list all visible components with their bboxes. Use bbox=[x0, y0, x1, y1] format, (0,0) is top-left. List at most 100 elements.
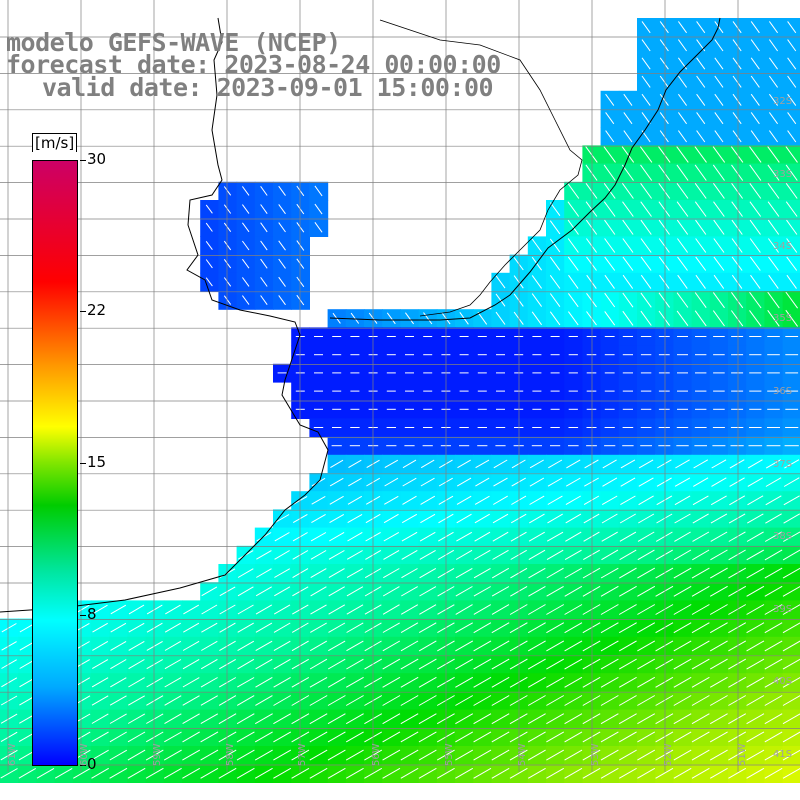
wind-arrow bbox=[658, 256, 670, 271]
wind-arrow bbox=[622, 292, 634, 308]
wind-arrow bbox=[254, 731, 273, 743]
wind-arrow bbox=[491, 731, 510, 743]
wind-arrow bbox=[127, 749, 146, 761]
wind-arrow bbox=[528, 531, 545, 542]
lat-lon-grid bbox=[0, 0, 800, 772]
colorbar-tick-label: 15 bbox=[87, 453, 107, 471]
wind-arrow bbox=[345, 695, 364, 706]
wind-arrow bbox=[549, 275, 561, 289]
wind-arrow bbox=[547, 513, 563, 524]
wind-arrow bbox=[382, 749, 401, 761]
wind-arrow bbox=[785, 309, 799, 327]
wind-arrow bbox=[785, 164, 798, 181]
wind-arrow bbox=[182, 677, 200, 688]
wind-arrow bbox=[600, 622, 619, 634]
wind-arrow bbox=[314, 185, 323, 197]
wind-arrow bbox=[260, 204, 268, 214]
wind-arrow bbox=[714, 112, 724, 125]
wind-arrow bbox=[402, 459, 417, 469]
wind-arrow bbox=[549, 238, 561, 253]
wind-arrow bbox=[768, 112, 779, 125]
wind-arrow bbox=[384, 459, 399, 469]
wind-arrow bbox=[564, 604, 583, 615]
wind-arrow bbox=[585, 238, 598, 253]
wind-arrow bbox=[714, 21, 724, 34]
wind-arrow bbox=[749, 183, 762, 199]
wind-arrow bbox=[529, 477, 545, 487]
wind-arrow bbox=[309, 731, 328, 743]
wind-arrow bbox=[219, 622, 236, 633]
wind-arrow bbox=[564, 676, 583, 688]
wind-arrow bbox=[547, 477, 563, 487]
wind-arrow bbox=[236, 767, 255, 779]
wind-arrow bbox=[455, 567, 473, 579]
wind-arrow bbox=[601, 549, 619, 561]
wind-arrow bbox=[223, 277, 232, 287]
wind-arrow bbox=[419, 567, 437, 579]
wind-arrow bbox=[567, 293, 579, 308]
wind-arrow bbox=[655, 585, 674, 597]
wind-arrow bbox=[549, 311, 561, 326]
wind-arrow bbox=[786, 219, 798, 235]
wind-arrow bbox=[493, 477, 508, 487]
wind-arrow bbox=[565, 495, 581, 506]
wind-arrow bbox=[400, 713, 419, 725]
wind-arrow bbox=[601, 531, 618, 542]
wind-arrow bbox=[201, 622, 218, 633]
lon-label: 51W bbox=[737, 743, 748, 766]
wind-arrow bbox=[474, 513, 490, 524]
wind-arrow bbox=[731, 164, 744, 181]
wind-arrow bbox=[491, 713, 510, 725]
wind-arrow bbox=[787, 93, 797, 106]
wind-arrow bbox=[618, 676, 637, 688]
wind-arrow bbox=[674, 477, 691, 487]
wind-arrow bbox=[696, 130, 706, 143]
colorbar-tick bbox=[80, 615, 86, 616]
wind-arrow bbox=[327, 676, 346, 688]
wind-direction-arrows bbox=[0, 21, 800, 779]
lon-label: 55W bbox=[444, 743, 455, 766]
wind-arrow bbox=[637, 658, 656, 670]
wind-arrow bbox=[491, 567, 510, 579]
wind-arrow bbox=[641, 112, 651, 125]
wind-arrow bbox=[223, 240, 232, 251]
wind-arrow bbox=[603, 164, 616, 181]
wind-arrow bbox=[455, 676, 474, 688]
wind-arrow bbox=[91, 749, 109, 761]
wind-arrow bbox=[709, 604, 728, 615]
wind-arrow bbox=[659, 75, 669, 88]
wind-arrow bbox=[695, 274, 706, 289]
wind-arrow bbox=[585, 183, 598, 199]
wind-arrow bbox=[492, 531, 509, 542]
wind-arrow bbox=[383, 568, 400, 579]
wind-arrow bbox=[241, 204, 250, 214]
wind-arrow bbox=[382, 695, 401, 706]
wind-arrow bbox=[328, 586, 345, 597]
wind-arrow bbox=[91, 731, 109, 743]
wind-arrow bbox=[786, 274, 797, 289]
wind-arrow bbox=[584, 477, 599, 487]
wind-arrow bbox=[621, 183, 634, 199]
wind-arrow bbox=[401, 549, 418, 560]
wind-arrow bbox=[712, 146, 726, 163]
wind-arrow bbox=[456, 531, 473, 542]
wind-arrow bbox=[314, 222, 323, 233]
wind-arrow bbox=[218, 677, 237, 688]
wind-arrow bbox=[582, 567, 601, 579]
wind-arrow bbox=[260, 295, 268, 305]
wind-arrow bbox=[696, 21, 706, 34]
wind-arrow bbox=[110, 640, 127, 651]
wind-arrow bbox=[527, 731, 546, 743]
wind-arrow bbox=[783, 531, 800, 542]
wind-arrow bbox=[564, 731, 583, 743]
wind-arrow bbox=[764, 676, 783, 688]
wind-arrow bbox=[676, 201, 689, 217]
wind-arrow bbox=[109, 731, 127, 743]
wind-arrow bbox=[582, 767, 601, 779]
wind-arrow bbox=[728, 604, 747, 615]
wind-arrow bbox=[529, 459, 544, 469]
wind-arrow bbox=[676, 183, 689, 199]
wind-arrow bbox=[419, 604, 437, 615]
wind-arrow bbox=[693, 477, 709, 487]
wind-arrow bbox=[709, 749, 728, 761]
